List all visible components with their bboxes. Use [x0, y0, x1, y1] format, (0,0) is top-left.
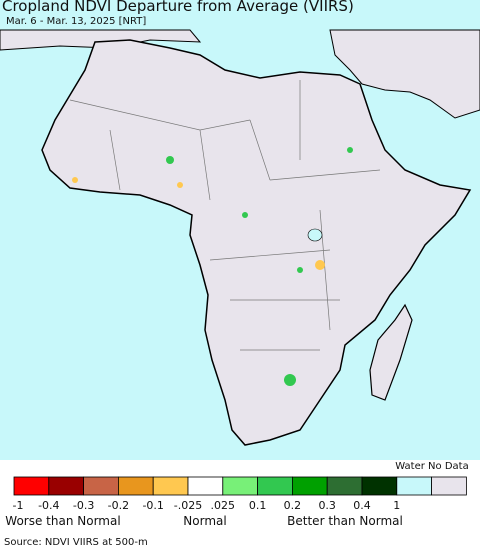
legend-caption: Normal [183, 514, 226, 528]
legend-swatch [291, 476, 328, 496]
middle-east [329, 29, 480, 119]
legend: -1 -0.4 -0.3 -0.2 -0.1 -.025 .025 0.1 0.2 0.3 0.4 1… [5, 476, 467, 528]
legend-swatch [83, 476, 119, 496]
legend-tick-label: -0.4 [38, 499, 59, 512]
borders [69, 80, 381, 351]
title: Cropland NDVI Departure from Average (VI… [2, 0, 354, 15]
legend-tick-label: -.025 [174, 499, 202, 512]
subtitle: Mar. 6 - Mar. 13, 2025 [NRT] [6, 16, 146, 27]
legend-swatch [396, 476, 432, 496]
legend-tick-label: 1 [393, 499, 400, 512]
legend-swatch [13, 476, 50, 496]
africa [41, 39, 472, 446]
madagascar [369, 303, 413, 401]
source: Source: NDVI VIIRS at 500-m [4, 537, 148, 548]
legend-swatch [361, 476, 398, 496]
legend-swatch [257, 476, 293, 496]
legend-swatch [152, 476, 189, 496]
legend-swatch [222, 476, 259, 496]
water-no-data: Water No Data [395, 461, 468, 472]
legend-tick-label: 0.2 [284, 499, 302, 512]
legend-swatch [326, 476, 363, 496]
legend-swatch [118, 476, 154, 496]
legend-swatch [187, 476, 224, 496]
legend-bg [0, 460, 480, 552]
legend-caption: Worse than Normal [5, 514, 120, 528]
legend-swatch [48, 476, 84, 496]
legend-tick-label: 0.3 [318, 499, 336, 512]
legend-tick-label: .025 [211, 499, 236, 512]
legend-tick-label: 0.1 [249, 499, 267, 512]
yellow-patches [72, 177, 325, 270]
legend-swatch [431, 476, 467, 496]
legend-tick-label: -1 [13, 499, 24, 512]
legend-tick-label: -0.3 [73, 499, 94, 512]
legend-caption: Better than Normal [287, 514, 403, 528]
legend-tick-label: 0.4 [353, 499, 371, 512]
legend-tick-label: -0.2 [108, 499, 129, 512]
lake-victoria [307, 228, 323, 242]
green-patches [166, 147, 353, 386]
legend-tick-label: -0.1 [142, 499, 163, 512]
